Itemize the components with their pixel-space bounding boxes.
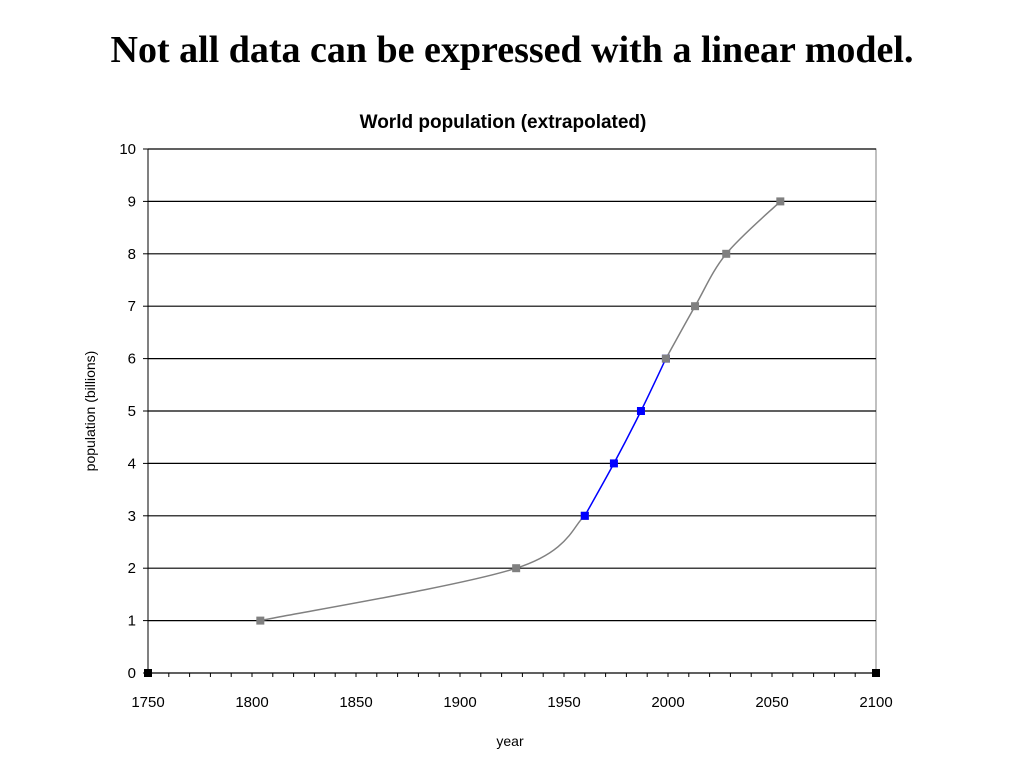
series-line-1 bbox=[584, 358, 667, 517]
data-point bbox=[776, 197, 785, 206]
data-point bbox=[512, 564, 521, 573]
axis-origin-marker bbox=[144, 669, 152, 677]
y-tick-label: 8 bbox=[128, 246, 136, 263]
axis-end-marker bbox=[872, 669, 880, 677]
data-point bbox=[636, 407, 645, 415]
data-point bbox=[609, 459, 618, 468]
y-tick-label: 2 bbox=[128, 560, 136, 577]
x-tick-label: 1950 bbox=[547, 694, 580, 711]
y-tick-label: 4 bbox=[128, 455, 136, 472]
y-tick-label: 9 bbox=[128, 193, 136, 210]
y-tick-label: 10 bbox=[119, 141, 136, 158]
data-point bbox=[691, 302, 700, 311]
x-axis-label: year bbox=[496, 733, 524, 749]
x-tick-label: 2100 bbox=[859, 694, 892, 711]
y-tick-label: 6 bbox=[128, 351, 136, 368]
x-tick-label: 1750 bbox=[131, 694, 164, 711]
data-point bbox=[256, 616, 265, 625]
series-line-0 bbox=[260, 515, 586, 622]
x-tick-label: 1900 bbox=[443, 694, 476, 711]
x-tick-label: 2050 bbox=[755, 694, 788, 711]
chart-title: World population (extrapolated) bbox=[360, 112, 647, 133]
data-point bbox=[722, 249, 731, 258]
y-tick-label: 7 bbox=[128, 298, 136, 315]
slide-heading: Not all data can be expressed with a lin… bbox=[110, 29, 914, 71]
y-tick-label: 0 bbox=[128, 665, 136, 682]
x-tick-label: 1850 bbox=[339, 694, 372, 711]
y-tick-label: 5 bbox=[128, 403, 136, 420]
x-tick-label: 2000 bbox=[651, 694, 684, 711]
x-tick-label: 1800 bbox=[235, 694, 268, 711]
y-axis-label: population (billions) bbox=[82, 351, 98, 472]
y-tick-label: 1 bbox=[128, 613, 136, 630]
series-line-2 bbox=[665, 200, 781, 359]
data-point bbox=[580, 511, 589, 520]
y-tick-label: 3 bbox=[128, 508, 136, 525]
data-point bbox=[661, 354, 670, 363]
